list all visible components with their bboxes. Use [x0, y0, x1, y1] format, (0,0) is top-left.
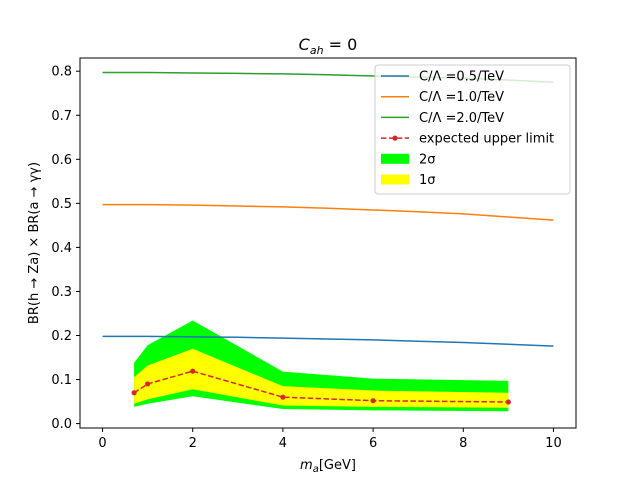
x-tick-label: 2: [189, 436, 197, 451]
legend-swatch-patch: [381, 153, 409, 164]
title-rest: = 0: [324, 35, 358, 54]
x-axis-label: ma[GeV]: [300, 458, 356, 475]
x-tick-label: 6: [369, 436, 377, 451]
chart-title: Cah = 0: [299, 35, 358, 57]
y-tick-label: 0.2: [51, 329, 72, 344]
legend-box: [374, 64, 571, 195]
x-tick-label: 8: [459, 436, 467, 451]
series-line-0: [102, 335, 554, 347]
legend-label: expected upper limit: [419, 132, 554, 147]
y-axis-label: BR(h → Za) × BR(a → γγ): [27, 162, 42, 324]
legend-label: C/Λ =2.0/TeV: [419, 111, 504, 126]
legend-swatch-patch: [381, 174, 409, 185]
title-main: C: [299, 35, 311, 54]
x-tick-label: 4: [279, 436, 287, 451]
expected-limit-point: [280, 394, 286, 400]
expected-limit-line: [133, 370, 509, 403]
title-sub: ah: [310, 44, 324, 57]
y-tick-label: 0.4: [51, 241, 72, 256]
legend-label: C/Λ =0.5/TeV: [419, 70, 504, 85]
x-tick-label: 10: [545, 436, 562, 451]
band-1sigma: [134, 348, 509, 408]
legend-label: 1σ: [419, 173, 436, 188]
legend-label: 2σ: [419, 152, 436, 167]
plot-frame: [79, 57, 577, 429]
expected-limit-point: [370, 398, 376, 404]
expected-limit-point: [131, 390, 137, 396]
y-tick-label: 0.3: [51, 285, 72, 300]
y-tick-label: 0.0: [51, 417, 72, 432]
xlabel-sub: a: [313, 464, 319, 475]
series-line-1: [102, 203, 554, 221]
x-tick-label: 0: [98, 436, 106, 451]
y-tick-label: 0.6: [51, 153, 72, 168]
y-tick-label: 0.8: [51, 65, 72, 80]
expected-limit-point: [190, 368, 196, 374]
legend-label: C/Λ =1.0/TeV: [419, 90, 504, 105]
legend-swatch-marker: [392, 135, 398, 141]
xlabel-main: m: [300, 458, 313, 473]
expected-limit-point: [145, 381, 151, 387]
y-tick-label: 0.1: [51, 373, 72, 388]
xlabel-rest: [GeV]: [319, 458, 356, 473]
legend: C/Λ =0.5/TeV C/Λ =1.0/TeV C/Λ =2.0/TeV expe…: [374, 64, 571, 195]
expected-limit-point: [505, 399, 511, 405]
y-tick-label: 0.5: [51, 197, 72, 212]
y-tick-label: 0.7: [51, 109, 72, 124]
